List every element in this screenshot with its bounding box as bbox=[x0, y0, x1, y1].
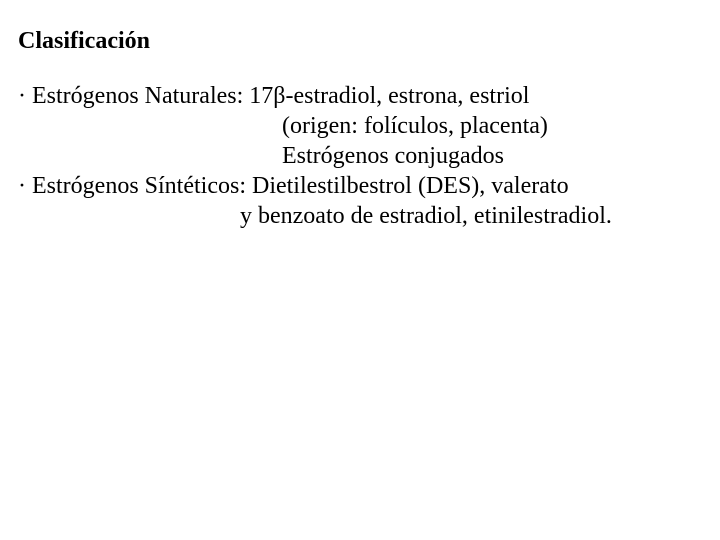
bullet-icon: · bbox=[18, 81, 32, 111]
list-item: · Estrógenos Naturales: 17β-estradiol, e… bbox=[18, 81, 702, 111]
classification-list: · Estrógenos Naturales: 17β-estradiol, e… bbox=[18, 81, 702, 231]
document-page: Clasificación · Estrógenos Naturales: 17… bbox=[0, 0, 720, 540]
item-desc-line: 17β-estradiol, estrona, estriol bbox=[243, 81, 702, 111]
item-desc-line: Estrógenos conjugados bbox=[18, 141, 702, 171]
list-item: · Estrógenos Síntéticos: Dietilestilbest… bbox=[18, 171, 702, 201]
bullet-icon: · bbox=[18, 171, 32, 201]
item-desc-line: (origen: folículos, placenta) bbox=[18, 111, 702, 141]
item-label: Estrógenos Síntéticos: bbox=[32, 171, 246, 201]
section-heading: Clasificación bbox=[18, 28, 702, 55]
item-desc-trailing: y benzoato de estradiol, etinilestradiol… bbox=[18, 201, 702, 231]
item-desc-line: Dietilestilbestrol (DES), valerato bbox=[246, 171, 702, 201]
item-label: Estrógenos Naturales: bbox=[32, 81, 243, 111]
